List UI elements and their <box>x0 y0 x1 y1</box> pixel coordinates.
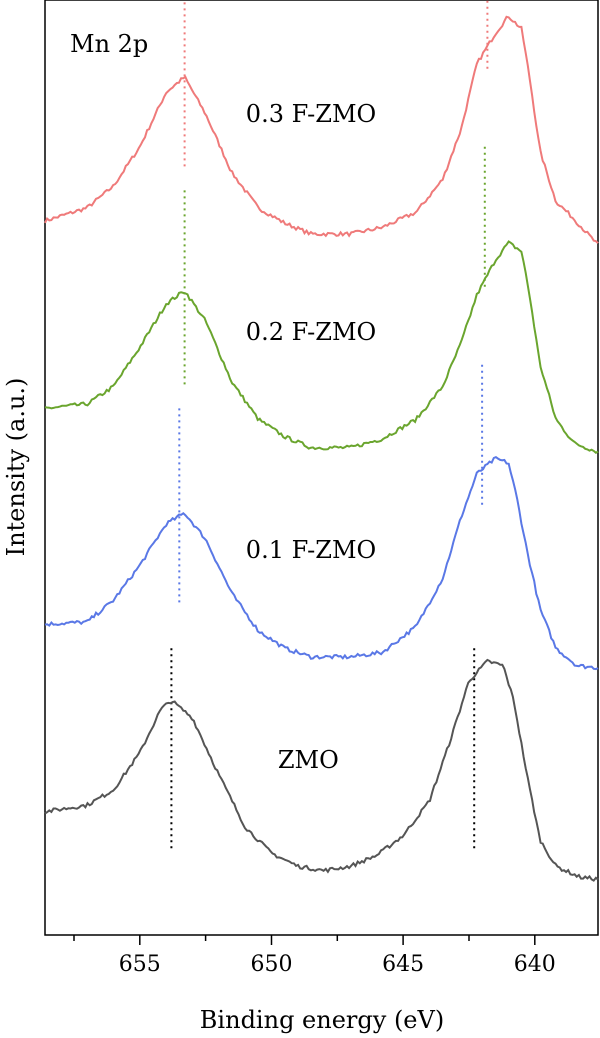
panel-label: Mn 2p <box>70 30 148 58</box>
x-axis-ticks: 655 650 645 640 <box>73 935 556 977</box>
x-tick-label: 650 <box>251 952 293 977</box>
series-label-zmo: ZMO <box>278 746 339 774</box>
y-axis-title: Intensity (a.u.) <box>2 378 30 557</box>
spectrum-line-0-2-f-zmo <box>44 240 599 455</box>
x-tick-label: 640 <box>514 952 556 977</box>
series-label-0-1-f-zmo: 0.1 F-ZMO <box>246 536 376 564</box>
x-tick-label: 655 <box>119 952 161 977</box>
spectrum-line-zmo <box>44 658 599 882</box>
spectrum-line-0-1-f-zmo <box>44 455 599 671</box>
plot-frame <box>44 0 599 936</box>
peak-guide-lines <box>170 0 489 851</box>
x-axis-title: Binding energy (eV) <box>200 1006 444 1034</box>
spectra-curves <box>44 15 599 882</box>
series-labels: 0.3 F-ZMO 0.2 F-ZMO 0.1 F-ZMO ZMO <box>246 100 376 774</box>
series-label-0-3-f-zmo: 0.3 F-ZMO <box>246 100 376 128</box>
series-label-0-2-f-zmo: 0.2 F-ZMO <box>246 318 376 346</box>
x-tick-label: 645 <box>382 952 424 977</box>
spectrum-line-0-3-f-zmo <box>44 15 599 244</box>
